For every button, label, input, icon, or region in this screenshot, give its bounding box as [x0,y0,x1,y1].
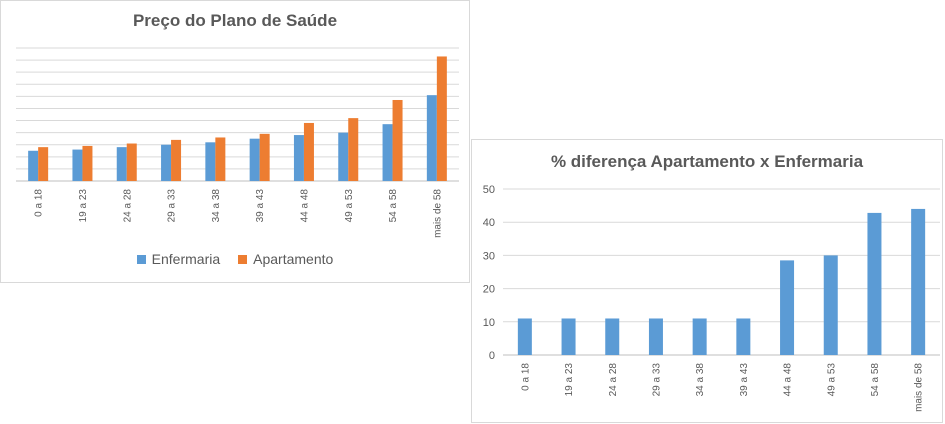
legend-swatch-enfermaria [136,254,146,264]
y-tick-label: 10 [483,317,495,329]
bar-enfermaria [249,138,260,181]
chart-panel-diferenca: % diferença Apartamento x Enfermaria 0 10… [471,139,943,423]
y-tick-label: 40 [483,217,495,229]
legend-label-enfermaria: Enfermaria [151,251,221,267]
bar-apartamento [303,122,314,181]
x-tick-label: 34 a 38 [695,363,706,397]
x-tick-label: 54 a 58 [388,189,399,223]
x-tick-label: 19 a 23 [78,189,89,223]
bar-diferenca [911,208,926,355]
bar-diferenca [780,260,795,355]
bar-apartamento [259,133,270,181]
bar-diferenca [517,318,532,355]
bar-diferenca [867,212,882,355]
bar-enfermaria [116,147,127,181]
x-tick-label: mais de 58 [914,363,925,412]
x-tick-label: 0 a 18 [520,363,531,391]
bar-enfermaria [72,149,83,181]
y-tick-label: 20 [483,284,495,296]
bar-chart-preco: 0 a 18 19 a 23 24 a 28 29 a 33 34 a 38 39 a 4… [16,47,459,238]
bar-apartamento [215,137,226,181]
x-tick-label: 49 a 53 [826,363,837,397]
x-tick-label: 24 a 28 [608,363,619,397]
bar-enfermaria [382,124,393,181]
bar-apartamento [392,99,403,181]
x-tick-label: 44 a 48 [299,189,310,223]
x-tick-label: 39 a 43 [255,189,266,223]
legend-item-apartamento: Apartamento [238,251,333,267]
bar-diferenca [561,318,576,355]
legend-label-apartamento: Apartamento [253,251,334,267]
x-tick-label: 29 a 33 [651,363,662,397]
bar-diferenca [648,318,663,355]
legend-item-enfermaria: Enfermaria [136,251,221,267]
bar-enfermaria [426,95,437,181]
x-tick-label: 29 a 33 [167,189,178,223]
legend-swatch-apartamento [238,254,248,264]
bar-apartamento [82,145,93,181]
x-tick-label: 24 a 28 [122,189,133,223]
chart-title: % diferença Apartamento x Enfermaria [550,152,864,171]
chart-panel-preco: Preço do Plano de Saúde 0 a 18 19 a 23 24 … [0,0,470,283]
chart-title: Preço do Plano de Saúde [132,11,338,30]
x-tick-label: 44 a 48 [783,363,794,397]
bar-chart-diferenca: 0 10 20 30 40 50 0 a 18 19 a 23 24 a 28 29 a 33 34… [483,184,940,412]
x-tick-label: 0 a 18 [34,189,45,217]
x-tick-label: 39 a 43 [739,363,750,397]
x-tick-label: mais de 58 [432,189,443,238]
bar-diferenca [736,318,751,355]
bar-enfermaria [28,150,39,181]
x-tick-label: 34 a 38 [211,189,222,223]
y-tick-label: 50 [483,184,495,196]
bar-apartamento [38,147,49,181]
bar-diferenca [823,255,838,355]
x-tick-label: 54 a 58 [870,363,881,397]
bar-diferenca [605,318,620,355]
x-tick-label: 19 a 23 [564,363,575,397]
bar-apartamento [436,56,447,181]
chart-legend: Enfermaria Apartamento [1,251,469,267]
y-tick-label: 0 [489,350,495,362]
bar-apartamento [171,139,182,181]
bar-enfermaria [205,142,216,181]
bar-diferenca [692,318,707,355]
bar-enfermaria [161,144,172,181]
x-tick-label: 49 a 53 [344,189,355,223]
bar-apartamento [126,143,137,181]
bar-apartamento [348,118,359,181]
bar-enfermaria [338,132,349,181]
y-tick-label: 30 [483,250,495,262]
bar-enfermaria [293,135,304,181]
